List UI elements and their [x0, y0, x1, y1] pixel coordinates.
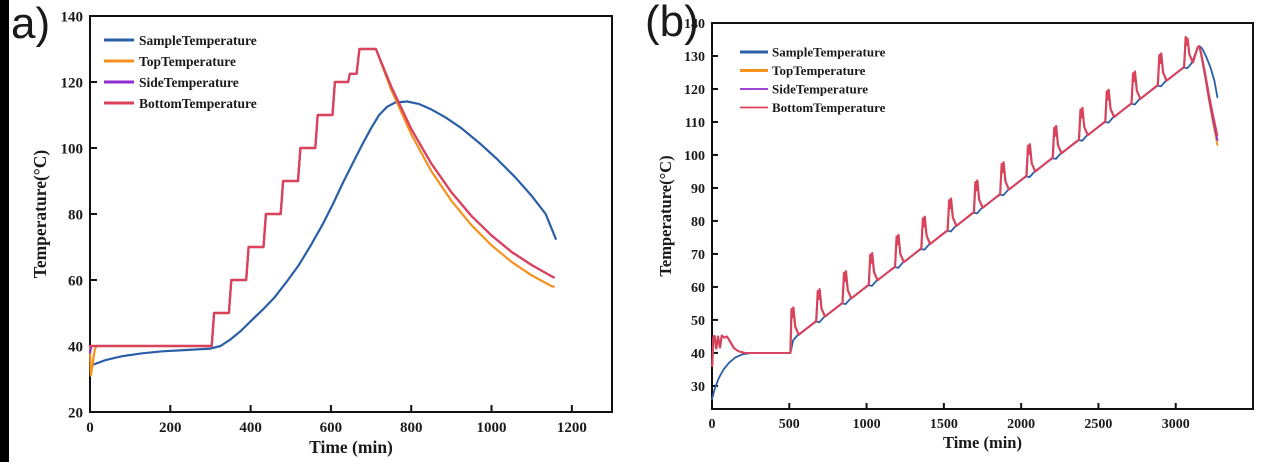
y-tick-label: 100: [684, 149, 705, 164]
x-tick-label: 400: [239, 420, 262, 436]
legend-label-bottomtemperature: BottomTemperature: [139, 96, 257, 111]
y-tick-label: 70: [691, 248, 705, 263]
x-tick-label: 2500: [1084, 417, 1112, 432]
y-tick-label: 140: [684, 17, 705, 32]
chart-panel-b: 0 500 1000 1500 2000 2500 3000 30 40 50 60 70 80 90 10…: [656, 17, 1254, 452]
legend-label-sidetemperature: SideTemperature: [772, 82, 868, 97]
x-tick-label: 1500: [930, 417, 958, 432]
plot-box-b: [711, 22, 1254, 410]
y-tick-label: 100: [61, 141, 84, 157]
x-tick-label: 1000: [477, 420, 507, 436]
y-tick-label: 50: [691, 314, 705, 329]
legend-b: SampleTemperature TopTemperature SideTempe…: [740, 45, 886, 115]
y-tick-label: 20: [68, 405, 83, 421]
x-tick-label: 1200: [557, 420, 587, 436]
y-tick-label: 80: [68, 207, 83, 223]
x-tick-label: 0: [86, 420, 94, 436]
legend-label-toptemperature: TopTemperature: [772, 63, 866, 78]
panel-label-a: a): [11, 0, 51, 48]
y-tick-label: 40: [691, 347, 705, 362]
x-axis-title-a: Time (min): [309, 437, 393, 457]
legend-a: SampleTemperature TopTemperature SideTempe…: [104, 33, 257, 111]
series-line-bottomtemperature: [711, 36, 1219, 367]
y-tick-label: 120: [684, 83, 705, 98]
y-tick-label: 30: [691, 380, 705, 395]
x-tick-label: 500: [779, 417, 800, 432]
x-axis-title-b: Time (min): [943, 433, 1022, 452]
x-tick-label: 0: [709, 417, 716, 432]
y-tick-label: 80: [691, 215, 705, 230]
left-edge-black-bar: [0, 0, 9, 462]
x-tick-label: 800: [400, 420, 423, 436]
y-axis-title-b: Temperature(°C): [656, 155, 675, 276]
series-line-bottomtemperature: [88, 47, 555, 348]
y-tick-label: 110: [685, 116, 705, 131]
legend-label-sampletemperature: SampleTemperature: [772, 45, 886, 60]
x-tick-label: 1000: [853, 417, 881, 432]
x-tick-label: 3000: [1162, 417, 1190, 432]
y-tick-label: 40: [68, 339, 83, 355]
x-tick-label: 600: [320, 420, 343, 436]
y-axis-title-a: Temperature(°C): [30, 150, 50, 279]
chart-panel-a: 0 200 400 600 800 1000 1200 20 40 60 80 100 120 140 Ti…: [30, 9, 613, 457]
legend-label-toptemperature: TopTemperature: [139, 54, 236, 69]
y-tick-label: 60: [68, 273, 83, 289]
x-tick-label: 200: [159, 420, 182, 436]
y-tick-label: 120: [61, 75, 84, 91]
series-line-sidetemperature: [88, 47, 555, 354]
y-tick-label: 130: [684, 50, 705, 65]
y-tick-label: 140: [61, 9, 84, 25]
x-tick-label: 2000: [1007, 417, 1035, 432]
y-tick-label: 60: [691, 281, 705, 296]
y-tick-label: 90: [691, 182, 705, 197]
series-line-sampletemperature: [88, 100, 557, 367]
legend-label-sampletemperature: SampleTemperature: [139, 33, 257, 48]
legend-label-bottomtemperature: BottomTemperature: [772, 100, 886, 115]
panel-label-b: (b): [645, 0, 699, 46]
legend-label-sidetemperature: SideTemperature: [139, 75, 239, 90]
